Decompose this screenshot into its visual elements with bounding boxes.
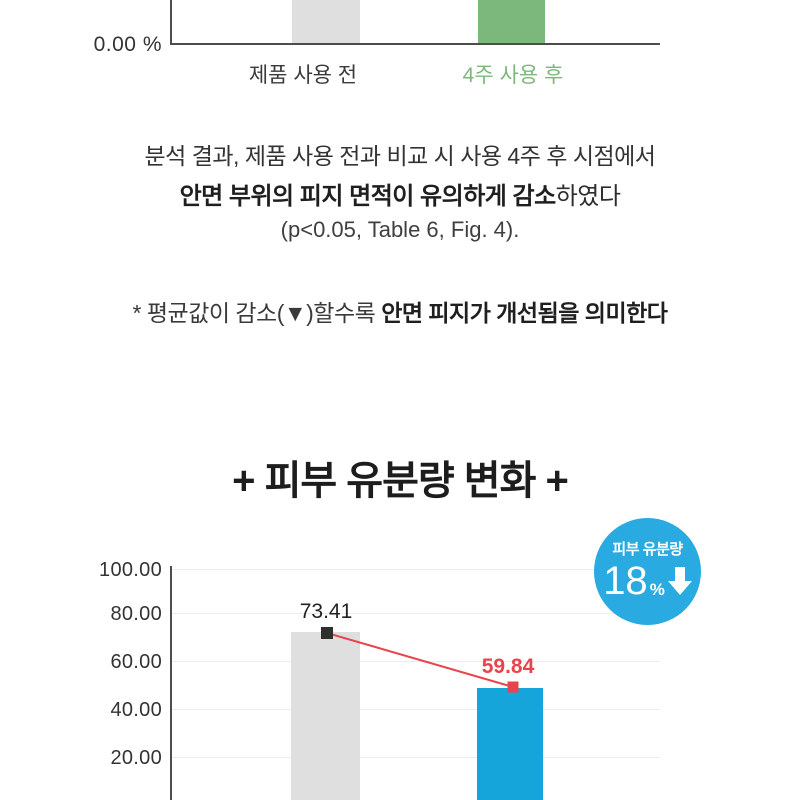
analysis-line2-rest: 하였다 bbox=[555, 183, 621, 210]
chart1-category-after: 4주 사용 후 bbox=[462, 64, 564, 87]
footnote-prefix: * 평균값이 감소(▼)할수록 bbox=[132, 300, 382, 326]
section-title: + 피부 유분량 변화 + bbox=[232, 459, 569, 503]
chart2-ytick-40: 40.00 bbox=[110, 699, 162, 721]
chart2-ytick-60: 60.00 bbox=[110, 651, 162, 673]
chart1-x-axis bbox=[170, 43, 660, 45]
chart1-bar-before bbox=[292, 0, 360, 43]
chart2-y-axis bbox=[170, 566, 172, 800]
oil-reduction-badge: 피부 유분량 18 % bbox=[594, 518, 701, 625]
badge-value-row: 18 % bbox=[603, 561, 692, 601]
footnote-bold: 안면 피지가 개선됨을 의미한다 bbox=[381, 300, 668, 326]
chart1-category-before: 제품 사용 전 bbox=[248, 64, 358, 87]
analysis-stats: (p<0.05, Table 6, Fig. 4). bbox=[280, 217, 520, 242]
analysis-line2: 안면 부위의 피지 면적이 유의하게 감소하였다 bbox=[0, 176, 800, 211]
chart2-bar-after bbox=[477, 688, 543, 800]
arrow-down-icon bbox=[667, 567, 692, 600]
chart2-gridline-100 bbox=[172, 569, 660, 570]
analysis-line1: 분석 결과, 제품 사용 전과 비교 시 사용 4주 후 시점에서 bbox=[144, 143, 656, 169]
badge-unit: % bbox=[649, 580, 665, 599]
analysis-footnote: * 평균값이 감소(▼)할수록 안면 피지가 개선됨을 의미한다 bbox=[0, 294, 800, 328]
analysis-line2-bold: 안면 부위의 피지 면적이 유의하게 감소 bbox=[179, 183, 557, 210]
chart2-ytick-100: 100.00 bbox=[99, 559, 162, 581]
chart2-gridline-40 bbox=[172, 709, 660, 710]
chart2-gridline-20 bbox=[172, 757, 660, 758]
badge-label: 피부 유분량 bbox=[612, 541, 683, 558]
chart2-gridline-60 bbox=[172, 661, 660, 662]
chart2-ytick-80: 80.00 bbox=[110, 603, 162, 625]
chart2-gridline-80 bbox=[172, 613, 660, 614]
chart2-datalabel-before: 73.41 bbox=[299, 600, 353, 623]
chart2-bar-before bbox=[291, 632, 360, 800]
chart1-bar-after bbox=[478, 0, 545, 43]
badge-value: 18 bbox=[603, 559, 648, 603]
chart2-ytick-20: 20.00 bbox=[110, 747, 162, 769]
chart1-y-axis bbox=[170, 0, 172, 45]
chart2-datalabel-after: 59.84 bbox=[481, 655, 535, 678]
chart1-ytick-zero: 0.00 % bbox=[93, 33, 162, 56]
